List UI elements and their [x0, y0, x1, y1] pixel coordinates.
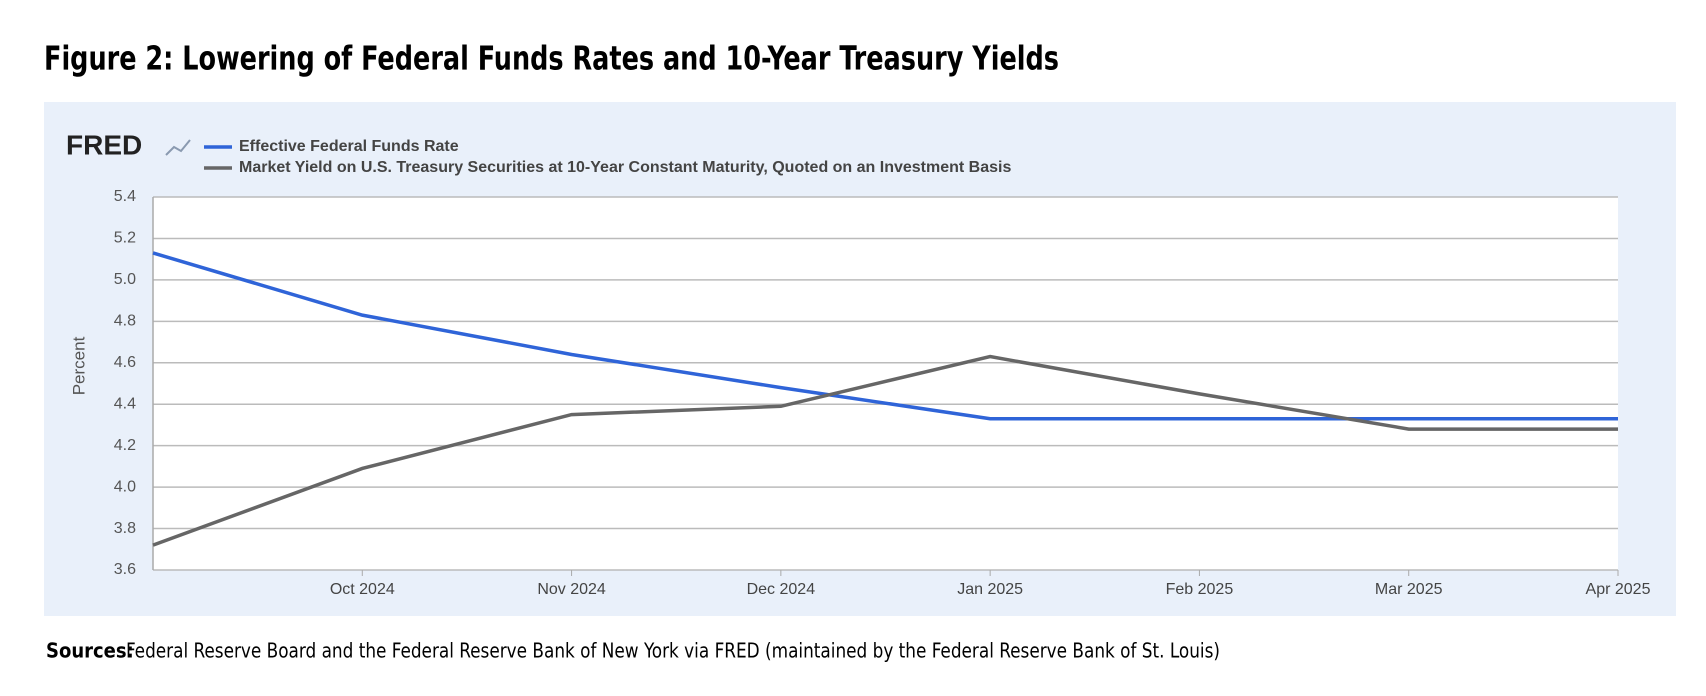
y-tick-label: 5.4 — [114, 188, 136, 205]
figure-title: Figure 2: Lowering of Federal Funds Rate… — [44, 39, 1059, 78]
logo-icon — [165, 139, 191, 156]
y-tick-label: 5.0 — [114, 271, 136, 288]
y-tick-label: 4.4 — [114, 395, 136, 412]
sources-text: Federal Reserve Board and the Federal Re… — [126, 639, 1220, 663]
x-tick-label: Feb 2025 — [1166, 581, 1234, 598]
x-tick-label: Nov 2024 — [537, 581, 606, 598]
sources-label: Sources: — [46, 639, 134, 663]
y-tick-label: 4.0 — [114, 478, 136, 495]
x-tick-label: Jan 2025 — [957, 581, 1023, 598]
y-tick-label: 4.6 — [114, 354, 136, 371]
logo: FRED — [66, 129, 142, 160]
x-tick-label: Dec 2024 — [747, 581, 816, 598]
y-tick-label: 4.2 — [114, 437, 136, 454]
plot-area — [153, 197, 1618, 570]
x-tick-label: Mar 2025 — [1375, 581, 1443, 598]
y-tick-label: 3.6 — [114, 561, 136, 578]
y-tick-label: 3.8 — [114, 520, 136, 537]
y-axis-label: Percent — [69, 336, 88, 395]
legend-label: Market Yield on U.S. Treasury Securities… — [239, 159, 1011, 176]
x-tick-label: Oct 2024 — [330, 581, 395, 598]
x-tick-label: Apr 2025 — [1586, 581, 1651, 598]
series-line — [152, 251, 1618, 421]
legend-label: Effective Federal Funds Rate — [239, 138, 459, 155]
y-tick-label: 5.2 — [114, 230, 136, 247]
y-tick-label: 4.8 — [114, 313, 136, 330]
series-line — [152, 354, 1618, 547]
